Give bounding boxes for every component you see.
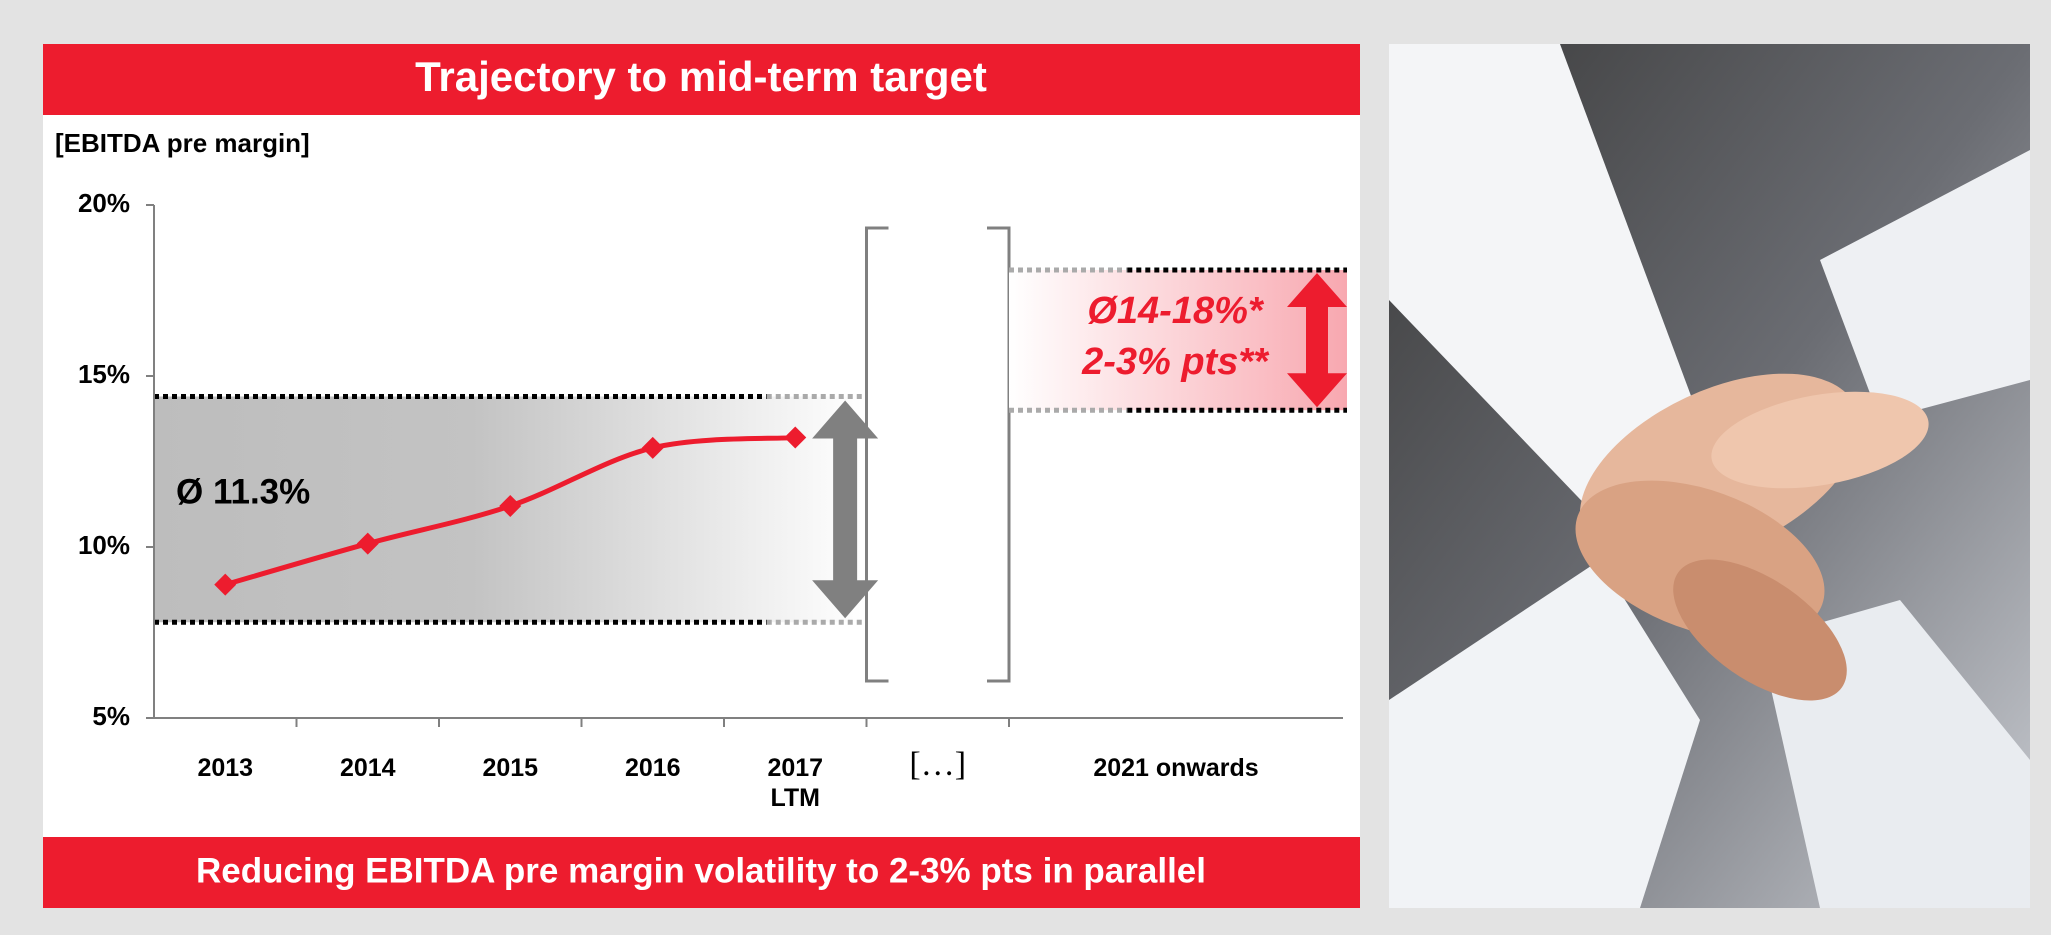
annotation: Ø14-18%* [1087,290,1265,332]
x-tick-label: 2016 [624,754,681,782]
x-tick-label: 2013 [197,754,254,782]
marker [214,573,237,596]
footer-bar [43,837,1360,908]
annotation: Ø 11.3% [176,472,310,511]
x-tick-label: 2021 onwards [1093,754,1259,782]
title-bar [43,44,1360,115]
footer: Reducing EBITDA pre margin volatility to… [196,851,1206,890]
photo [1389,44,2030,908]
bracket [987,226,1011,683]
y-tick-label: 5% [92,701,130,731]
x-tick-label: 2017 LTM [767,754,824,812]
x-tick-label: 2015 [482,754,539,782]
y-tick-label: 10% [78,530,130,560]
x-tick-label: 2014 [339,754,396,782]
marker [499,494,522,517]
target-arrow [1287,272,1347,408]
target-band [1009,269,1347,411]
marker [784,426,807,449]
chart-title: Trajectory to mid-term target [415,53,987,100]
x-tick-label: […] [909,746,967,783]
marker [641,436,664,459]
y-tick-label: 20% [78,188,130,218]
y-axis-label: [EBITDA pre margin] [55,128,310,158]
marker [356,532,379,555]
volatility-arrow [812,400,879,619]
y-tick-label: 15% [78,359,130,389]
annotation: 2-3% pts** [1081,341,1270,383]
bracket [865,226,889,683]
